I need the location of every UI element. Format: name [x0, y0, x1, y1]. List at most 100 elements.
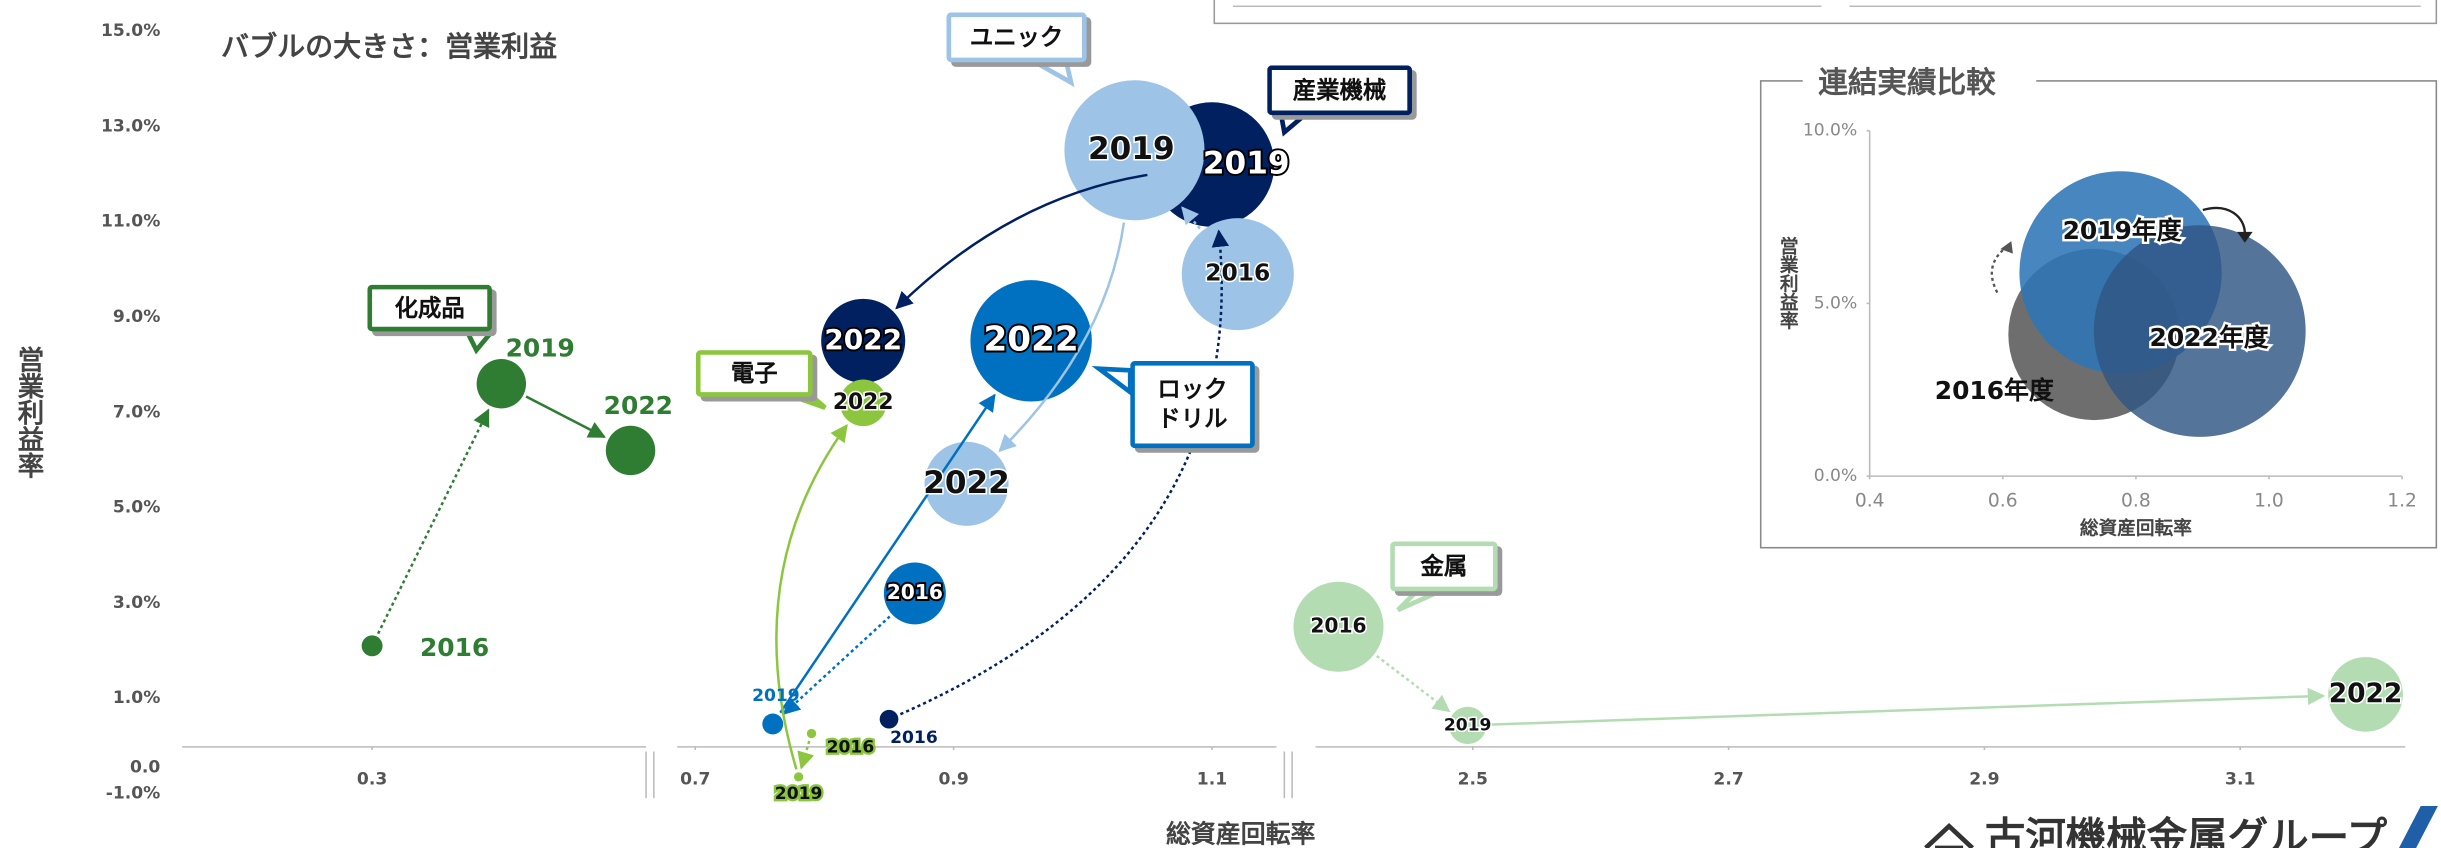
inset-bubble-label: 2016年度: [1935, 376, 2054, 405]
year-label: 2022: [604, 391, 673, 420]
y-tick-label: 9.0%: [113, 307, 160, 327]
x-tick-label: 0.9: [938, 770, 968, 790]
callout-tail: [1026, 59, 1075, 88]
logo-icon: [1924, 823, 1975, 848]
callout-tail: [793, 394, 827, 410]
trend-arrow: [775, 424, 848, 770]
trend-arrow: [525, 395, 606, 439]
bubble: [793, 772, 804, 782]
x-axis-label: 総資産回転率: [1166, 820, 1315, 848]
trend-arrow: [899, 229, 1230, 716]
bubble: [476, 359, 527, 409]
year-label: 2022: [833, 390, 894, 415]
y-tick-label: -1.0%: [106, 784, 161, 804]
inset-x-label: 総資産回転率: [2080, 518, 2192, 540]
year-label: 2019: [506, 334, 575, 363]
inset-x-tick-label: 0.8: [2121, 491, 2151, 512]
inset-arrow-head: [2237, 231, 2253, 243]
logo-mark: [2398, 805, 2438, 848]
x-tick-label: 3.1: [2225, 770, 2255, 790]
inset-bubble-label: 2019年度: [2063, 216, 2182, 245]
callout: 化成品: [367, 284, 492, 332]
callout: ユニック: [946, 12, 1087, 63]
bubble: [879, 709, 899, 729]
bubble: [883, 562, 946, 625]
year-label: 2019: [1088, 131, 1175, 167]
y-tick-label: 0.0: [130, 758, 160, 778]
inset-x-tick-label: 0.6: [1988, 491, 2018, 512]
inset-title: 連結実績比較: [1818, 66, 1996, 100]
y-tick-label: 15.0%: [101, 21, 160, 41]
bubble: [1293, 581, 1384, 672]
inset-arrow-head: [2000, 241, 2013, 254]
plot: -1.0% 0.0 1.0% 3.0% 5.0% 7.0% 9.0% 11.0% 13.0% 15…: [101, 12, 2417, 807]
inset-y-tick-label: 0.0%: [1814, 466, 1857, 486]
year-label: 2016: [887, 580, 943, 604]
y-tick-label: 5.0%: [113, 498, 160, 518]
inset-x-tick-label: 1.0: [2254, 491, 2284, 512]
year-label: 2022: [2329, 678, 2403, 709]
top-panel: [1213, 0, 2438, 25]
trend-arrow: [797, 740, 815, 770]
inset-y-label: 営業利益率: [1777, 236, 1799, 331]
year-label: 2019: [775, 784, 823, 804]
bubble: [605, 425, 656, 476]
bubble: [762, 713, 784, 735]
logo-text: 古河機械金属グループ: [1985, 813, 2388, 848]
x-tick-label: 2.5: [1458, 770, 1488, 790]
y-tick-label: 11.0%: [101, 212, 160, 232]
bubble: [361, 635, 383, 657]
trend-arrow: [1489, 687, 2326, 726]
inset-x-tick-label: 1.2: [2387, 491, 2417, 512]
bubble: [2328, 657, 2403, 732]
inset-arrow: [2202, 206, 2247, 234]
bubble: [806, 728, 817, 739]
trend-arrow: [1181, 206, 1201, 230]
inset-bubble: [2093, 225, 2306, 437]
callout: 産業機械: [1267, 65, 1412, 116]
year-label: 2016: [420, 633, 489, 662]
trend-arrow: [782, 615, 891, 715]
callout: 電子: [695, 350, 813, 397]
trend-arrow: [376, 408, 490, 635]
year-labels: 2016 2019 2022 2016 2019 2022 2016 2019 2022 2016…: [420, 130, 2404, 807]
y-tick-label: 3.0%: [113, 593, 160, 613]
bubble: [1448, 706, 1487, 745]
arrows: [376, 173, 2326, 770]
callout: 金属: [1390, 541, 1498, 592]
trend-arrow: [779, 393, 996, 714]
callout-label: ロック ドリル: [1130, 360, 1255, 449]
callout-tail: [1091, 366, 1133, 397]
x-tick-label: 0.3: [357, 770, 387, 790]
x-tick-label: 0.7: [680, 770, 710, 790]
year-label: 2016: [1310, 613, 1366, 637]
callout-tail: [1396, 588, 1441, 613]
callout: ロック ドリル: [1130, 360, 1255, 449]
bubble: [839, 379, 887, 427]
callout-label: 産業機械: [1267, 65, 1412, 116]
callout-label: 電子: [695, 350, 813, 397]
x-tick-label: 1.1: [1197, 770, 1227, 790]
inset-x-tick-label: 0.4: [1855, 491, 1885, 512]
inset-bubble-label: 2022年度: [2150, 323, 2269, 352]
year-label: 2019: [1203, 146, 1290, 182]
year-label: 2019: [752, 686, 800, 706]
year-label: 2016: [827, 738, 875, 758]
year-label: 2022: [923, 465, 1010, 501]
y-tick-label: 13.0%: [101, 116, 160, 136]
bubble: [1181, 218, 1294, 331]
trend-arrow: [895, 173, 1148, 310]
year-label: 2019: [1444, 715, 1492, 735]
inset-y-tick-label: 10.0%: [1803, 121, 1857, 141]
y-axis-label: 営業利益率: [13, 345, 44, 478]
trend-arrow: [998, 222, 1126, 453]
inset-y-tick-label: 5.0%: [1814, 293, 1857, 313]
year-label: 2016: [1205, 259, 1270, 287]
x-tick-label: 2.9: [1969, 770, 1999, 790]
axis-breaks: [645, 751, 1293, 799]
y-tick-label: 1.0%: [113, 688, 160, 708]
year-label: 2022: [983, 319, 1078, 359]
